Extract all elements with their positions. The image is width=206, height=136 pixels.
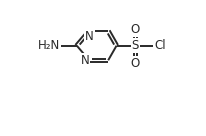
Text: S: S	[131, 39, 138, 52]
Text: O: O	[130, 57, 139, 70]
Text: O: O	[130, 23, 139, 36]
Text: Cl: Cl	[153, 39, 165, 52]
Text: H₂N: H₂N	[37, 39, 60, 52]
Text: N: N	[84, 30, 93, 43]
Text: N: N	[80, 54, 89, 67]
